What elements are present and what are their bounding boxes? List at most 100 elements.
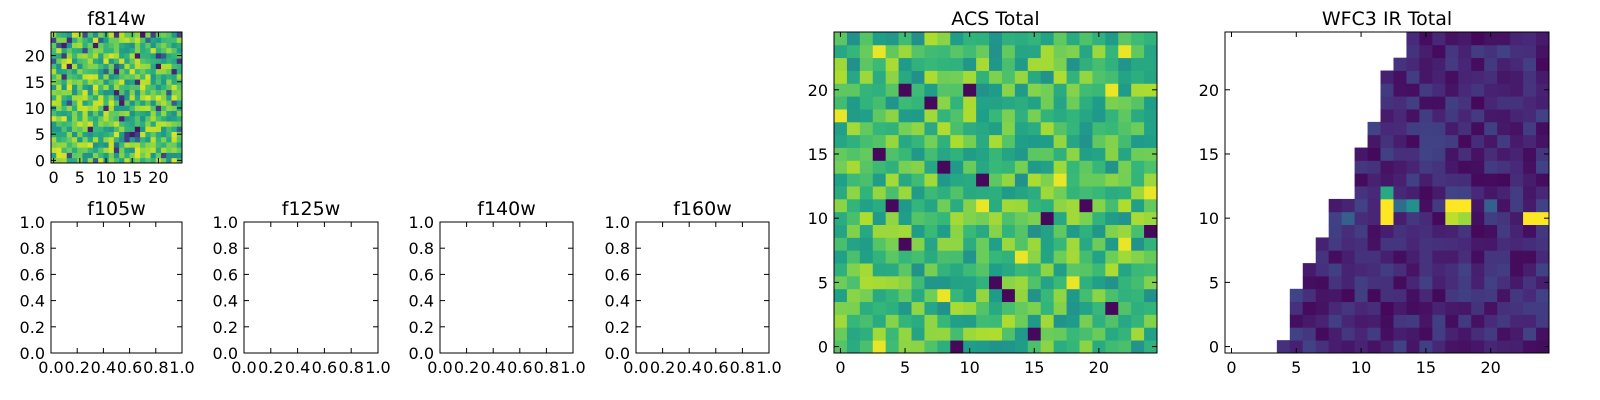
f814w-pixel bbox=[66, 79, 73, 85]
f814w-pixel bbox=[51, 89, 57, 96]
wfc3_ir_total-pixel bbox=[1497, 57, 1511, 71]
wfc3_ir_total-pixel bbox=[1471, 327, 1485, 341]
wfc3_ir_total-pixel bbox=[1380, 147, 1394, 161]
wfc3_ir_total-pixel bbox=[1458, 250, 1472, 264]
acs_total-pixel bbox=[1079, 327, 1093, 341]
f814w-pixel bbox=[82, 105, 89, 111]
acs_total-pixel bbox=[885, 57, 899, 71]
acs_total-pixel bbox=[859, 83, 874, 97]
wfc3_ir_total-pixel bbox=[1432, 327, 1446, 341]
acs_total-pixel bbox=[1092, 109, 1106, 123]
f160w-ytick-label: 0.0 bbox=[605, 344, 630, 363]
f814w-pixel bbox=[87, 152, 94, 159]
acs_total-pixel bbox=[834, 186, 848, 200]
acs_total-pixel bbox=[1027, 70, 1042, 84]
acs_total-pixel bbox=[846, 44, 861, 59]
acs_total-pixel bbox=[924, 109, 938, 123]
acs_total-pixel bbox=[963, 275, 977, 290]
wfc3_ir_total-pixel bbox=[1393, 121, 1407, 136]
f814w-pixel bbox=[71, 110, 78, 117]
acs_total-pixel bbox=[859, 250, 874, 264]
f814w-pixel bbox=[161, 89, 167, 96]
acs_total-pixel bbox=[1027, 147, 1042, 161]
f814w-pixel bbox=[150, 115, 157, 122]
acs_total-pixel bbox=[1027, 288, 1042, 303]
acs_total-pixel bbox=[859, 109, 874, 123]
f814w-pixel bbox=[150, 89, 157, 96]
wfc3_ir_total-pixel bbox=[1536, 275, 1550, 290]
f814w-pixel bbox=[129, 110, 136, 117]
acs_total-pixel bbox=[1144, 96, 1158, 110]
wfc3_ir_total-pixel bbox=[1341, 211, 1355, 225]
acs_total-pixel bbox=[1131, 275, 1145, 290]
wfc3_ir_total-pixel bbox=[1510, 134, 1524, 148]
f814w-pixel bbox=[176, 100, 183, 106]
acs_total-pixel bbox=[1118, 70, 1132, 84]
acs_total-pixel bbox=[859, 173, 874, 187]
wfc3_ir_total-pixel bbox=[1523, 70, 1537, 84]
f814w-pixel bbox=[66, 37, 73, 43]
acs_total-pixel bbox=[937, 327, 951, 341]
acs_total-pixel bbox=[924, 134, 938, 148]
f814w-pixel bbox=[140, 32, 146, 38]
f814w-pixel bbox=[98, 32, 104, 38]
wfc3_ir_total-pixel bbox=[1315, 275, 1330, 290]
f814w-pixel bbox=[119, 142, 125, 148]
wfc3_ir_total-pixel bbox=[1484, 301, 1498, 315]
f814w-pixel bbox=[51, 58, 57, 64]
f814w-pixel bbox=[87, 115, 94, 122]
acs_total-pixel bbox=[1027, 250, 1042, 264]
wfc3_ir_total-pixel bbox=[1484, 314, 1498, 328]
acs_total-pixel bbox=[846, 250, 861, 264]
f105w-ytick-label: 0.6 bbox=[20, 265, 45, 284]
acs_total-pixel bbox=[1144, 44, 1158, 59]
f814w-pixel bbox=[171, 115, 178, 122]
f814w-pixel bbox=[129, 152, 136, 159]
f160w-xtick-label: 0.0 bbox=[623, 358, 648, 377]
acs_total-pixel bbox=[872, 288, 887, 303]
f814w-pixel bbox=[161, 142, 167, 148]
f814w-pixel bbox=[150, 152, 157, 159]
wfc3_ir_total-pixel bbox=[1354, 173, 1368, 187]
acs_total-pixel bbox=[1027, 224, 1042, 238]
acs_total-pixel bbox=[1118, 301, 1132, 315]
f814w-pixel bbox=[134, 58, 141, 64]
f814w-pixel bbox=[140, 47, 146, 54]
f814w-pixel bbox=[51, 63, 57, 70]
wfc3_ir_total-pixel bbox=[1523, 275, 1537, 290]
f814w-pixel bbox=[61, 136, 68, 143]
wfc3_ir_total-pixel bbox=[1367, 160, 1381, 174]
f814w-pixel bbox=[82, 89, 89, 96]
acs_total-pixel bbox=[1131, 198, 1145, 213]
f814w-pixel bbox=[124, 121, 130, 127]
f814w-pixel bbox=[77, 47, 83, 54]
f814w-pixel bbox=[119, 89, 125, 96]
f814w-pixel bbox=[87, 37, 94, 43]
acs_total-pixel bbox=[911, 147, 925, 161]
f814w-pixel bbox=[77, 152, 83, 159]
acs_total-pixel bbox=[885, 314, 899, 328]
wfc3_ir_total-pixel bbox=[1328, 224, 1343, 238]
f814w-pixel bbox=[155, 136, 162, 143]
acs_total-heatmap bbox=[834, 32, 1158, 354]
acs_total-pixel bbox=[1144, 186, 1158, 200]
f814w-pixel bbox=[66, 73, 73, 80]
f814w-pixel bbox=[171, 136, 178, 143]
acs_total-pixel bbox=[885, 134, 899, 148]
f814w-pixel bbox=[145, 84, 151, 91]
acs_total-pixel bbox=[872, 198, 887, 213]
acs_total-pixel bbox=[1066, 275, 1080, 290]
acs_total-pixel bbox=[989, 275, 1003, 290]
wfc3_ir_total-pixel bbox=[1458, 288, 1472, 303]
f814w-pixel bbox=[71, 131, 78, 138]
f814w-pixel bbox=[103, 42, 110, 49]
f814w-pixel bbox=[129, 105, 136, 111]
f814w-pixel bbox=[171, 126, 178, 132]
wfc3_ir_total-pixel bbox=[1393, 263, 1407, 277]
f814w-pixel bbox=[113, 84, 120, 91]
acs_total-pixel bbox=[1118, 224, 1132, 238]
wfc3_ir_total-pixel bbox=[1432, 70, 1446, 84]
wfc3_ir_total-pixel bbox=[1367, 301, 1381, 315]
f814w-pixel bbox=[155, 68, 162, 75]
f160w-xtick-label: 0.2 bbox=[650, 358, 675, 377]
